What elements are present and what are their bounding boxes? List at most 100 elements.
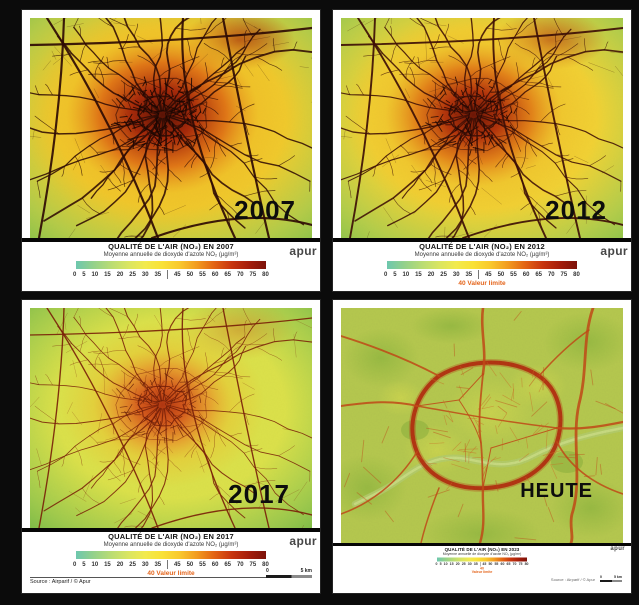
tick-label: 15 [104, 271, 111, 278]
tick-label: 10 [443, 562, 448, 566]
tick-label: 50 [497, 271, 505, 278]
map-2017: 2017 [30, 308, 312, 528]
limit-divider [167, 560, 169, 569]
legend-subtitle: Moyenne annuelle de dioxyde d'azote NO₂ … [414, 252, 550, 258]
tick-label: 80 [524, 562, 529, 566]
tick-label: 15 [104, 561, 111, 568]
tick-label: 75 [560, 271, 568, 278]
tick-label: 65 [535, 271, 543, 278]
legend-2017: QUALITÉ DE L'AIR (NO₂) EN 2017 Moyenne a… [22, 532, 320, 578]
tick-label: 25 [440, 271, 447, 278]
tick-label: 5 [439, 562, 442, 566]
tick-label: 10 [91, 271, 99, 278]
tick-label: 70 [547, 271, 555, 278]
tick-label: 45 [173, 271, 181, 278]
tick-label: 75 [249, 561, 257, 568]
tick-label: 35 [473, 562, 478, 566]
heatmap-heute [341, 308, 623, 543]
map-2012: 2012 [341, 18, 623, 238]
scalebar-max: 5 km [614, 575, 622, 579]
scalebar-labels: 0 5 km [600, 575, 622, 579]
tick-label: 0 [73, 271, 77, 278]
tick-label: 20 [116, 561, 124, 568]
tick-label: 65 [224, 271, 232, 278]
colorbar [387, 261, 577, 269]
limit-value: 40 [480, 567, 484, 571]
tick-label: 10 [402, 271, 410, 278]
tick-label: 20 [455, 562, 460, 566]
panel-2007: 2007 apur QUALITÉ DE L'AIR (NO₂) EN 2007… [22, 10, 320, 291]
tick-label: 0 [384, 271, 388, 278]
legend-2007: QUALITÉ DE L'AIR (NO₂) EN 2007 Moyenne a… [22, 243, 320, 279]
tick-label: 25 [129, 271, 136, 278]
tick-label: 75 [518, 562, 523, 566]
panel-2012: 2012 apur QUALITÉ DE L'AIR (NO₂) EN 2012… [333, 10, 631, 291]
tick-label: 30 [452, 271, 460, 278]
tick-label: 60 [211, 271, 219, 278]
scalebar-bar [266, 575, 312, 578]
apur-logo: apur [289, 534, 317, 548]
tick-label: 25 [461, 562, 466, 566]
tick-label: 25 [129, 561, 136, 568]
map-divider [333, 238, 631, 242]
scalebar-labels: 0 5 km [266, 568, 312, 574]
map-divider [22, 528, 320, 532]
map-heute: HEUTE [341, 308, 623, 543]
scalebar-zero: 0 [266, 568, 269, 574]
legend-title: QUALITÉ DE L'AIR (NO₂) EN 2017 [108, 532, 234, 541]
scalebar: 0 5 km [600, 575, 622, 582]
tick-label: 80 [262, 271, 269, 278]
scalebar-zero: 0 [600, 575, 602, 579]
limit-divider [478, 270, 480, 279]
heatmap-2017 [30, 308, 312, 528]
tick-label: 10 [91, 561, 99, 568]
panel-2017: 2017 apur QUALITÉ DE L'AIR (NO₂) EN 2017… [22, 300, 320, 593]
source-text: Source : Airparif / © Apur [30, 579, 91, 585]
legend-title: QUALITÉ DE L'AIR (NO₂) EN 2023 [444, 547, 520, 552]
legend-title: QUALITÉ DE L'AIR (NO₂) EN 2012 [419, 242, 545, 251]
map-2007: 2007 [30, 18, 312, 238]
tick-label: 65 [224, 561, 232, 568]
tick-label: 15 [415, 271, 422, 278]
tick-label: 30 [467, 562, 472, 566]
tick-label: 20 [116, 271, 124, 278]
tick-label: 80 [573, 271, 580, 278]
colorbar-ticks: 0 5 10 15 20 25 30 35 45 50 55 60 65 70 75 80 [436, 562, 529, 567]
panel-heute: HEUTE apur QUALITÉ DE L'AIR (NO₂) EN 202… [333, 300, 631, 593]
tick-label: 45 [484, 271, 492, 278]
tick-label: 5 [393, 271, 397, 278]
source-row: Source : Airparif / © Apur 0 5 km [551, 575, 622, 582]
tick-label: 5 [82, 561, 86, 568]
tick-label: 70 [236, 271, 244, 278]
tick-label: 30 [141, 271, 149, 278]
tick-label: 55 [199, 561, 206, 568]
legend-subtitle: Moyenne annuelle de dioxyde d'azote NO₂ … [442, 552, 522, 557]
colorbar [437, 557, 527, 562]
scalebar-max: 5 km [300, 568, 312, 574]
scalebar: 0 5 km [266, 568, 312, 578]
tick-label: 50 [186, 271, 194, 278]
tick-label: 75 [249, 271, 257, 278]
source-row: Source : Airparif / © Apur 0 5 km [30, 568, 312, 585]
tick-label: 35 [465, 271, 473, 278]
tick-label: 5 [82, 271, 86, 278]
limit-label: 40 Valeur limite [387, 567, 577, 574]
tick-label: 60 [211, 561, 219, 568]
tick-label: 0 [73, 561, 77, 568]
legend-subtitle: Moyenne annuelle de dioxyde d'azote NO₂ … [103, 252, 239, 258]
tick-label: 55 [494, 562, 499, 566]
colorbar-ticks: 0 5 10 15 20 25 30 35 45 50 55 60 65 70 75 80 [384, 270, 580, 279]
tick-label: 35 [154, 271, 162, 278]
tick-label: 55 [510, 271, 517, 278]
map-divider [333, 543, 631, 546]
legend-title: QUALITÉ DE L'AIR (NO₂) EN 2007 [108, 242, 234, 251]
map-divider [22, 238, 320, 242]
limit-label: 40 Valeur limite [458, 280, 506, 287]
limit-divider [167, 270, 169, 279]
tick-label: 45 [173, 561, 181, 568]
legend-heute: QUALITÉ DE L'AIR (NO₂) EN 2023 Moyenne a… [387, 547, 577, 574]
year-label-2012: 2012 [545, 195, 607, 225]
bottom-rule [30, 577, 312, 578]
tick-label: 15 [449, 562, 454, 566]
